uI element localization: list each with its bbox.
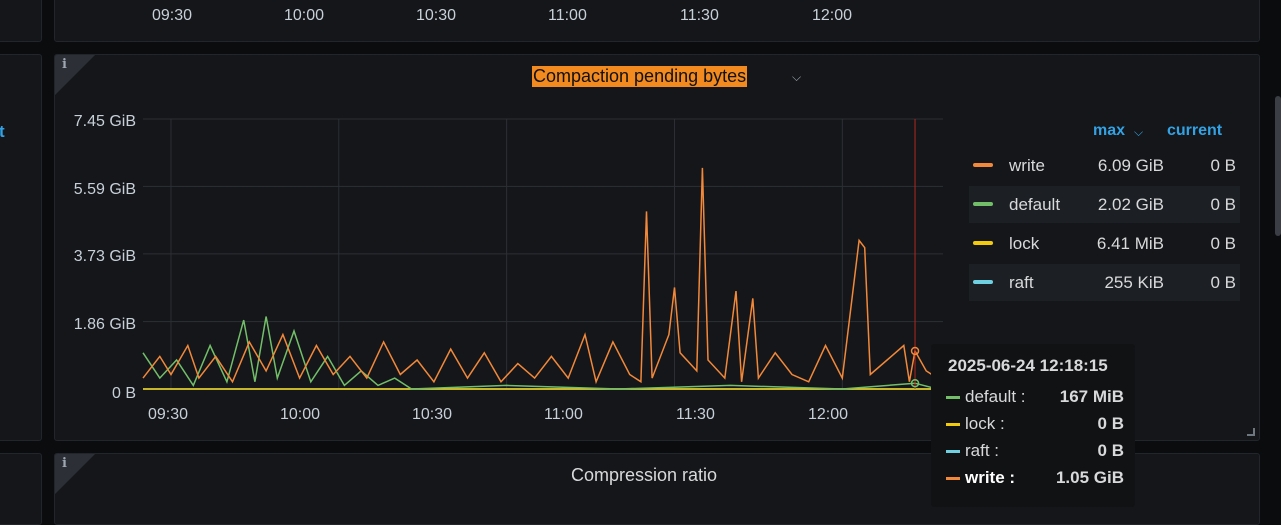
x-tick: 09:30 — [148, 406, 189, 423]
panel-title[interactable]: Compaction pending bytes — [532, 66, 748, 87]
legend-current: 0 B — [1210, 234, 1236, 253]
left-panel-partial-text: t — [0, 122, 5, 142]
y-tick: 3.73 GiB — [73, 248, 136, 265]
legend-max-header[interactable]: max — [1093, 122, 1126, 139]
top-panel: 09:30 10:00 10:30 11:00 11:30 12:00 — [54, 0, 1260, 42]
tooltip-swatch — [946, 423, 960, 426]
tooltip-row: default : 167 MiB — [946, 385, 1126, 407]
legend-swatch — [973, 202, 993, 206]
legend-current: 0 B — [1210, 195, 1236, 214]
chart-plot-area[interactable] — [142, 118, 943, 409]
y-tick: 1.86 GiB — [73, 316, 136, 333]
x-tick: 10:30 — [412, 406, 453, 423]
x-tick: 10:00 — [280, 406, 321, 423]
hover-point-write — [910, 346, 920, 356]
hover-tooltip: 2025-06-24 12:18:15 default : 167 MiB lo… — [931, 344, 1135, 507]
legend-row-lock[interactable]: lock 6.41 MiB 0 B — [969, 225, 1240, 262]
panel-corner — [55, 55, 95, 95]
tooltip-name: default : — [965, 387, 1026, 406]
legend-max: 6.41 MiB — [1096, 234, 1164, 253]
legend-current-header[interactable]: current — [1167, 122, 1223, 139]
tooltip-name: write : — [965, 468, 1016, 487]
legend-name: raft — [1009, 273, 1034, 292]
top-x-tick: 12:00 — [812, 7, 853, 24]
series-line-write — [142, 167, 938, 385]
legend-name: default — [1009, 195, 1061, 214]
legend-row-raft[interactable]: raft 255 KiB 0 B — [969, 264, 1240, 301]
hover-point-default — [910, 378, 920, 388]
resize-handle[interactable] — [1247, 428, 1255, 436]
tooltip-swatch — [946, 396, 960, 399]
panel-corner — [55, 454, 95, 494]
info-icon[interactable]: i — [62, 456, 67, 471]
legend-row-write[interactable]: write 6.09 GiB 0 B — [969, 147, 1240, 184]
chevron-down-icon[interactable]: ⌵ — [792, 70, 802, 84]
top-left-panel — [0, 0, 42, 42]
legend-current: 0 B — [1210, 273, 1236, 292]
x-tick: 11:30 — [676, 406, 715, 423]
top-x-tick: 11:00 — [548, 7, 587, 24]
tooltip-name: lock : — [965, 414, 1005, 433]
left-panel: t — [0, 54, 42, 441]
tooltip-row: lock : 0 B — [946, 412, 1126, 434]
legend-swatch — [973, 241, 993, 245]
top-x-tick: 09:30 — [152, 7, 193, 24]
tooltip-row: write : 1.05 GiB — [946, 466, 1126, 488]
top-x-tick: 11:30 — [680, 7, 719, 24]
tooltip-timestamp: 2025-06-24 12:18:15 — [948, 356, 1108, 375]
top-x-tick: 10:00 — [284, 7, 325, 24]
legend-row-default[interactable]: default 2.02 GiB 0 B — [969, 186, 1240, 223]
tooltip-value: 1.05 GiB — [1055, 468, 1124, 487]
y-tick: 5.59 GiB — [73, 181, 136, 198]
legend-swatch — [973, 280, 993, 284]
tooltip-name: raft : — [965, 441, 1000, 460]
legend-name: lock — [1009, 234, 1040, 253]
legend-max: 255 KiB — [1104, 273, 1164, 292]
chevron-down-icon[interactable]: ⌵ — [1134, 125, 1144, 139]
y-tick: 7.45 GiB — [73, 113, 136, 130]
bottom-left-panel — [0, 453, 42, 525]
tooltip-swatch — [946, 450, 960, 453]
y-tick: 0 B — [111, 385, 136, 402]
compaction-panel: i Compaction pending bytes ⌵ 7.45 GiB 5.… — [54, 54, 1260, 441]
legend-swatch — [973, 163, 993, 167]
tooltip-value: 0 B — [1097, 414, 1124, 433]
x-tick: 12:00 — [808, 406, 849, 423]
legend-name: write — [1009, 156, 1045, 175]
top-x-tick: 10:30 — [416, 7, 457, 24]
legend-current: 0 B — [1210, 156, 1236, 175]
panel-title[interactable]: Compression ratio — [571, 465, 718, 485]
x-tick: 11:00 — [544, 406, 583, 423]
legend-max: 6.09 GiB — [1097, 156, 1164, 175]
tooltip-value: 167 MiB — [1059, 387, 1124, 406]
tooltip-row: raft : 0 B — [946, 439, 1126, 461]
legend-max: 2.02 GiB — [1097, 195, 1164, 214]
tooltip-value: 0 B — [1097, 441, 1124, 460]
tooltip-swatch — [946, 477, 960, 480]
info-icon[interactable]: i — [62, 57, 67, 72]
series-line-default — [142, 316, 938, 390]
scrollbar[interactable] — [1275, 96, 1281, 236]
